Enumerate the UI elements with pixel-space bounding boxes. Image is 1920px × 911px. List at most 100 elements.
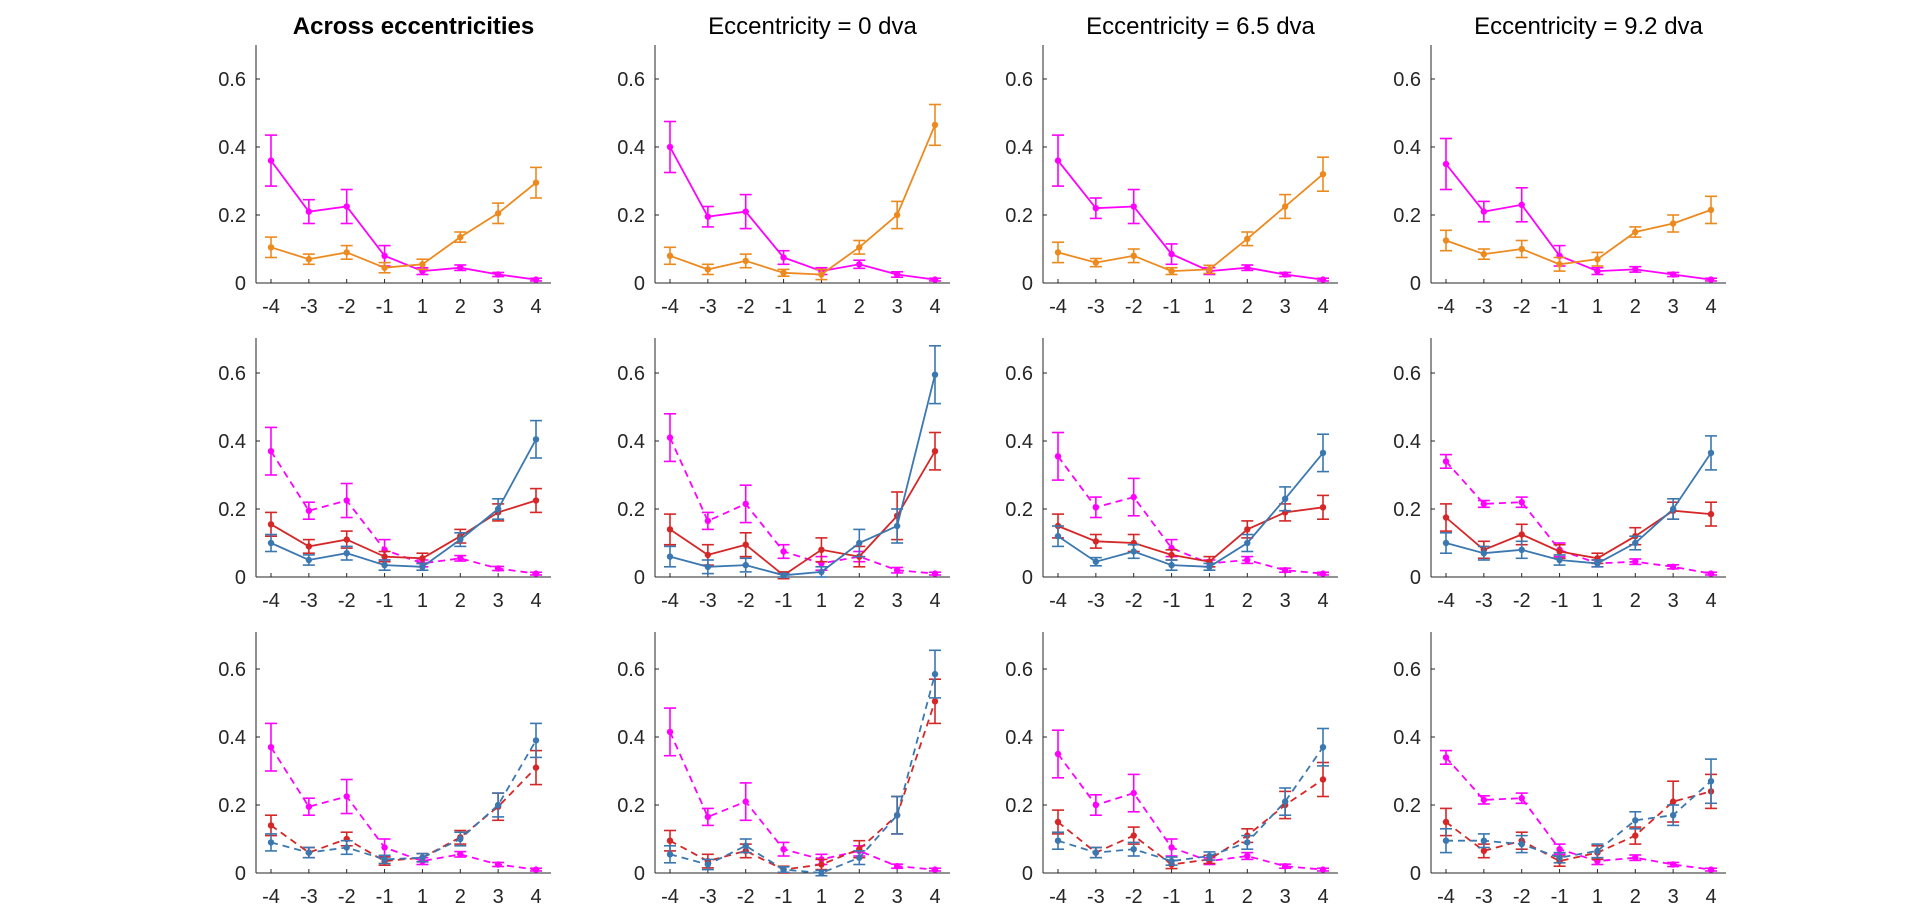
data-point-red [1442,818,1450,826]
x-tick-label: -2 [1125,296,1143,318]
data-point-red [1442,514,1450,521]
series-line-magenta [669,437,936,575]
x-tick-label: -4 [262,590,280,612]
x-tick-label: -3 [1475,886,1493,908]
y-tick-label: 0 [1410,567,1421,589]
y-tick-label: 0.4 [1393,431,1421,453]
data-point-magenta [742,798,749,805]
data-point-blue [1168,561,1175,569]
data-point-red [267,521,275,528]
data-point-magenta [704,517,712,525]
x-tick-label: -3 [1087,296,1105,318]
data-point-blue [818,568,825,576]
data-point-blue [1168,857,1175,865]
data-point-magenta [267,744,275,751]
panel-r3-c3: 0 0.2 0.4 0.6 -4 -3 -2 -1 1 2 3 4 [1005,632,1338,908]
data-point-magenta [457,555,464,562]
data-point-magenta [1556,846,1563,853]
x-tick-label: -4 [1437,886,1455,908]
x-tick-label: 4 [929,296,940,318]
data-point-red [1168,551,1175,559]
data-point-orange [1556,261,1563,268]
data-point-blue [704,563,712,570]
panel-r3-c1: 0 0.2 0.4 0.6 -4 -3 -2 -1 1 2 3 4 [218,632,551,908]
data-point-orange [1319,171,1327,178]
x-tick-label: 1 [1592,296,1603,318]
data-point-blue [1206,563,1213,570]
data-point-magenta [1442,458,1450,465]
data-point-blue [343,550,350,557]
data-point-orange [1092,259,1100,266]
data-point-blue [1319,744,1327,751]
y-tick-label: 0 [1022,863,1033,885]
y-tick-label: 0.2 [1393,795,1421,817]
data-point-blue [1518,546,1525,553]
series-line-orange [669,124,936,276]
y-tick-label: 0.4 [1005,727,1033,749]
data-point-orange [1707,206,1715,214]
x-tick-label: -2 [338,590,356,612]
data-point-blue [742,842,749,849]
x-tick-label: 1 [1592,886,1603,908]
x-tick-label: -3 [300,886,318,908]
series-line-blue [270,739,537,861]
series-line-magenta [1057,455,1324,575]
data-point-red [931,698,939,705]
y-tick-label: 0.4 [1005,137,1033,159]
y-tick-label: 0 [634,273,645,295]
data-point-orange [1206,266,1213,273]
x-tick-label: -3 [300,296,318,318]
data-point-blue [893,522,901,530]
data-point-blue [381,856,388,863]
x-tick-label: -2 [737,886,755,908]
y-tick-label: 0.4 [617,137,645,159]
data-point-magenta [1244,264,1251,271]
x-tick-label: 2 [1242,296,1253,318]
data-point-magenta [457,264,464,271]
data-point-orange [381,264,388,271]
data-point-blue [856,539,863,547]
panel-r1-c4: 0 0.2 0.4 0.6 -4 -3 -2 -1 1 2 3 4 [1393,45,1726,318]
x-tick-label: 3 [1668,590,1679,612]
x-tick-label: 2 [1242,590,1253,612]
data-point-magenta [1518,201,1525,208]
x-tick-label: 1 [1592,590,1603,612]
x-tick-label: 4 [530,886,541,908]
data-point-magenta [931,866,939,873]
x-tick-label: -1 [376,296,394,318]
data-point-orange [1281,203,1289,210]
data-point-magenta [1442,754,1450,761]
data-point-red [1244,526,1251,533]
data-point-blue [1130,846,1137,853]
data-point-orange [1669,220,1677,227]
data-point-orange [457,233,464,241]
data-point-blue [1281,495,1289,502]
x-tick-label: -1 [376,886,394,908]
data-point-magenta [1632,558,1639,565]
data-point-blue [818,869,825,877]
data-point-red [267,822,275,829]
data-point-magenta [1244,852,1251,860]
data-point-blue [1518,840,1525,848]
x-tick-label: 1 [816,886,827,908]
data-point-red [1707,510,1715,518]
x-tick-label: 3 [493,886,504,908]
data-point-blue [1442,539,1450,547]
y-tick-label: 0.6 [617,69,645,91]
data-point-blue [494,505,502,513]
data-point-magenta [931,570,939,577]
data-point-red [343,536,350,543]
data-point-magenta [305,208,313,215]
data-point-blue [1054,533,1062,540]
x-tick-label: -4 [262,886,280,908]
data-point-blue [494,801,502,809]
data-point-red [1518,531,1525,538]
x-tick-label: 1 [417,886,428,908]
x-tick-label: -4 [1049,886,1067,908]
data-point-magenta [893,271,901,278]
series-line-magenta [270,160,537,281]
y-tick-label: 0.2 [617,205,645,227]
data-point-red [666,837,674,844]
y-tick-label: 0.4 [1393,137,1421,159]
data-point-red [1669,798,1677,805]
